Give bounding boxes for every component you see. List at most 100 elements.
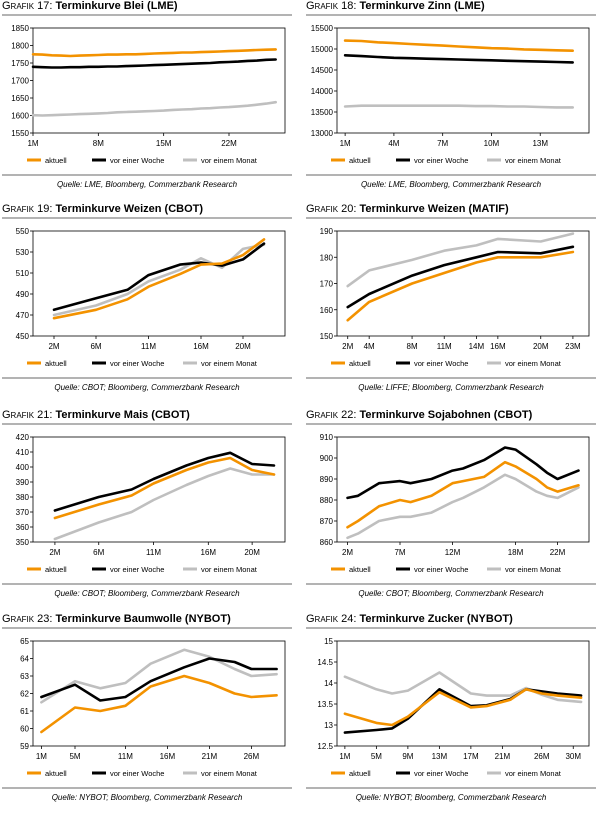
x-tick-label: 7M [437, 139, 448, 148]
legend-label: vor einem Monat [505, 156, 562, 165]
x-tick-label: 14M [469, 342, 485, 351]
bottom-divider [2, 377, 292, 379]
x-tick-label: 2M [342, 342, 353, 351]
figure-label: Grafik 24: [306, 613, 357, 625]
legend-item: vor einer Woche [396, 565, 468, 574]
source-note: Quelle: CBOT; Bloomberg, Commerzbank Res… [54, 383, 240, 392]
series-line-aktuell [343, 39, 575, 53]
chart-name: Terminkurve Sojabohnen (CBOT) [359, 409, 533, 421]
figure-label: Grafik 23: [2, 613, 53, 625]
legend-item: aktuell [27, 769, 67, 778]
legend-label: vor einem Monat [505, 769, 562, 778]
series-line-vor-einer-woche [346, 446, 580, 500]
figure-label: Grafik 20: [306, 203, 357, 215]
y-tick-label: 64 [20, 655, 29, 664]
x-tick-label: 6M [93, 548, 104, 557]
legend-item: vor einer Woche [92, 156, 164, 165]
legend-label: vor einer Woche [110, 156, 164, 165]
series-line-vor-einer-woche [52, 242, 266, 312]
figure-label: Grafik 19: [2, 203, 53, 215]
title-divider [2, 423, 292, 425]
x-tick-label: 11M [118, 752, 133, 761]
series-line-aktuell [40, 674, 278, 734]
x-tick-label: 16M [193, 342, 209, 351]
legend-label: aktuell [45, 769, 67, 778]
plot-area [32, 230, 286, 337]
y-tick-label: 14500 [311, 66, 334, 75]
source-note: Quelle: NYBOT; Bloomberg, Commerzbank Re… [355, 793, 547, 802]
chart-title: Grafik 21: Terminkurve Mais (CBOT) [2, 409, 190, 421]
title-divider [2, 217, 292, 219]
legend-label: aktuell [349, 565, 371, 574]
x-tick-label: 15M [156, 139, 172, 148]
legend-label: vor einer Woche [110, 359, 164, 368]
series-line-vor-einer-woche [53, 451, 276, 512]
x-tick-label: 26M [534, 752, 550, 761]
y-tick-label: 59 [20, 742, 29, 751]
plot-area [32, 640, 286, 747]
series-line-vor-einer-woche [31, 58, 278, 69]
x-tick-label: 9M [402, 752, 413, 761]
y-tick-label: 60 [20, 725, 29, 734]
x-tick-label: 23M [565, 342, 581, 351]
title-divider [306, 627, 596, 629]
bottom-divider [306, 787, 596, 789]
series-line-vor-einer-woche [40, 657, 278, 702]
y-tick-label: 890 [320, 475, 334, 484]
y-tick-label: 13 [324, 721, 333, 730]
x-tick-label: 20M [533, 342, 549, 351]
legend-item: vor einem Monat [487, 359, 562, 368]
line-chart: 150 160 170 180 190 2M 4M 8M 11M 14M 16M 20M 23M aktu… [320, 227, 590, 368]
y-tick-label: 14000 [311, 87, 334, 96]
series-line-vor-einem-monat [53, 467, 276, 541]
y-tick-label: 12.5 [317, 742, 333, 751]
y-tick-label: 1550 [11, 129, 29, 138]
legend-item: vor einer Woche [92, 359, 164, 368]
y-tick-label: 13.5 [317, 700, 333, 709]
y-tick-label: 490 [16, 290, 30, 299]
series-line-vor-einem-monat [346, 232, 575, 288]
y-tick-label: 150 [320, 332, 334, 341]
y-tick-label: 470 [16, 311, 30, 320]
figure-label: Grafik 21: [2, 409, 53, 421]
y-tick-label: 180 [320, 253, 334, 262]
legend-item: aktuell [331, 156, 371, 165]
legend-item: vor einem Monat [487, 156, 562, 165]
source-note: Quelle: LME, Bloomberg, Commerzbank Rese… [56, 180, 238, 189]
series-line-vor-einer-woche [343, 53, 575, 64]
legend-item: vor einem Monat [183, 156, 258, 165]
y-tick-label: 13500 [311, 108, 334, 117]
series-line-aktuell [346, 250, 575, 322]
chart-panel: Grafik 17: Terminkurve Blei (LME) 1550 160… [2, 0, 292, 200]
y-tick-label: 61 [20, 707, 29, 716]
x-tick-label: 21M [202, 752, 218, 761]
source-note: Quelle: CBOT; Bloomberg, Commerzbank Res… [358, 589, 544, 598]
bottom-divider [2, 583, 292, 585]
y-tick-label: 410 [16, 448, 30, 457]
x-tick-label: 1M [339, 752, 350, 761]
x-tick-label: 21M [495, 752, 511, 761]
legend-label: aktuell [45, 565, 67, 574]
y-tick-label: 15500 [311, 24, 334, 33]
x-tick-label: 26M [244, 752, 260, 761]
series-line-vor-einem-monat [343, 671, 583, 704]
y-tick-label: 350 [16, 538, 30, 547]
y-tick-label: 910 [320, 433, 334, 442]
x-tick-label: 16M [201, 548, 217, 557]
legend-item: vor einer Woche [92, 565, 164, 574]
x-tick-label: 1M [36, 752, 47, 761]
legend-label: aktuell [349, 769, 371, 778]
line-chart: 860 870 880 890 900 910 2M 7M 12M 18M 22M aktuell vo… [320, 433, 590, 574]
source-note: Quelle: LME, Bloomberg, Commerzbank Rese… [360, 180, 542, 189]
legend-label: aktuell [45, 156, 67, 165]
line-chart: 450 470 490 510 530 550 2M 6M 11M 16M 20M aktuell vo… [16, 227, 286, 368]
figure-label: Grafik 22: [306, 409, 357, 421]
x-tick-label: 8M [407, 342, 418, 351]
y-tick-label: 900 [320, 454, 334, 463]
y-tick-label: 880 [320, 496, 334, 505]
y-tick-label: 1800 [11, 42, 29, 51]
y-tick-label: 62 [20, 690, 29, 699]
y-tick-label: 1850 [11, 24, 29, 33]
chart-panel: Grafik 19: Terminkurve Weizen (CBOT) 450 4… [2, 203, 292, 403]
chart-title: Grafik 23: Terminkurve Baumwolle (NYBOT) [2, 613, 231, 625]
